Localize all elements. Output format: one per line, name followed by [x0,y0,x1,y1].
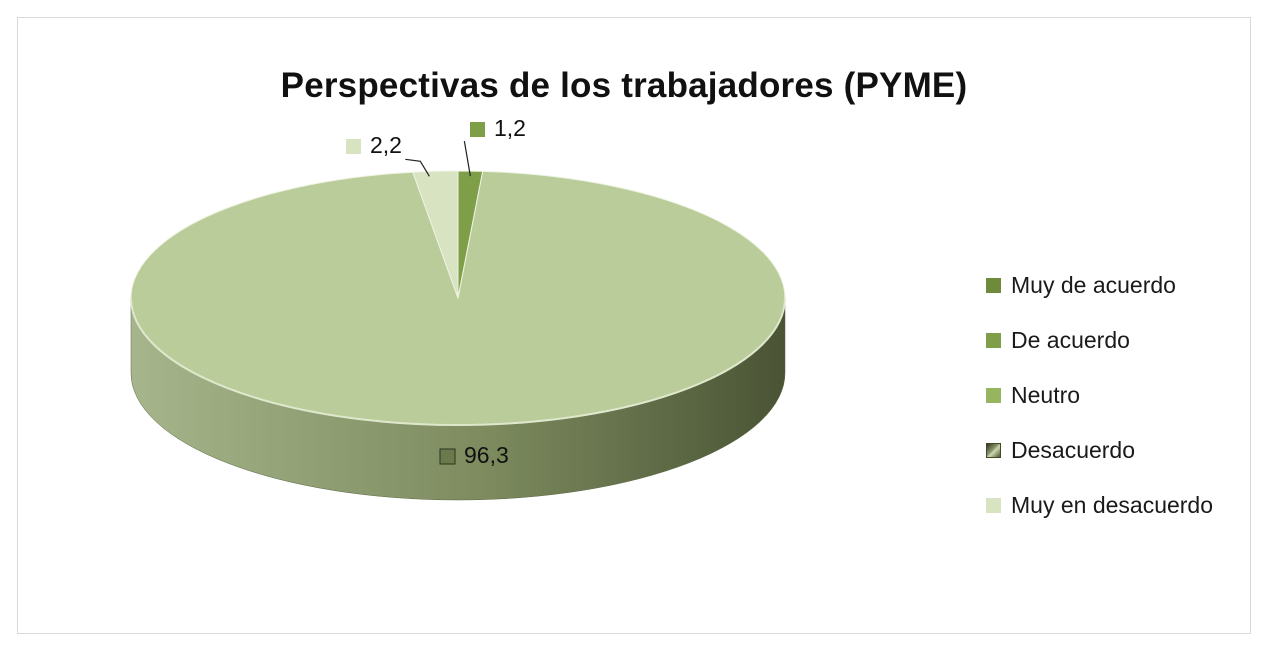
pie-rim [130,297,786,426]
data-label-desacuerdo: 96,3 [464,442,509,468]
data-label-swatch-muy-en-desacuerdo [346,139,361,154]
data-label-swatch-de-acuerdo [470,122,485,137]
leader-line-de-acuerdo [463,140,471,177]
legend-item-neutro: Neutro [986,368,1213,423]
legend-label-neutro: Neutro [1011,382,1081,408]
legend-item-muy-en-desacuerdo: Muy en desacuerdo [986,478,1213,533]
legend-swatch-de-acuerdo [986,333,1001,348]
data-label-de-acuerdo: 1,2 [494,115,526,141]
chart-title: Perspectivas de los trabajadores (PYME) [280,66,968,105]
legend-label-de-acuerdo: De acuerdo [1011,327,1130,353]
data-label-muy-en-desacuerdo: 2,2 [370,132,402,158]
legend-swatch-neutro [986,388,1001,403]
data-label-swatch-desacuerdo [439,448,456,465]
legend-swatch-muy-de-acuerdo [986,278,1001,293]
pie-chart: 1,2 2,2 96,3 [130,115,786,501]
legend-swatch-desacuerdo [986,443,1001,458]
legend-label-muy-en-desacuerdo: Muy en desacuerdo [1011,492,1214,518]
chart-area: Perspectivas de los trabajadores (PYME) … [17,17,1251,634]
leader-line-muy-en-desacuerdo [405,158,430,177]
pie-slice-muy-en-desacuerdo [412,170,459,299]
legend-swatch-muy-en-desacuerdo [986,498,1001,513]
legend-label-muy-de-acuerdo: Muy de acuerdo [1011,272,1176,298]
legend: Muy de acuerdo De acuerdo Neutro Desacue… [986,258,1213,533]
legend-item-muy-de-acuerdo: Muy de acuerdo [986,258,1213,313]
legend-item-de-acuerdo: De acuerdo [986,313,1213,368]
legend-label-desacuerdo: Desacuerdo [1011,437,1136,463]
legend-item-desacuerdo: Desacuerdo [986,423,1213,478]
